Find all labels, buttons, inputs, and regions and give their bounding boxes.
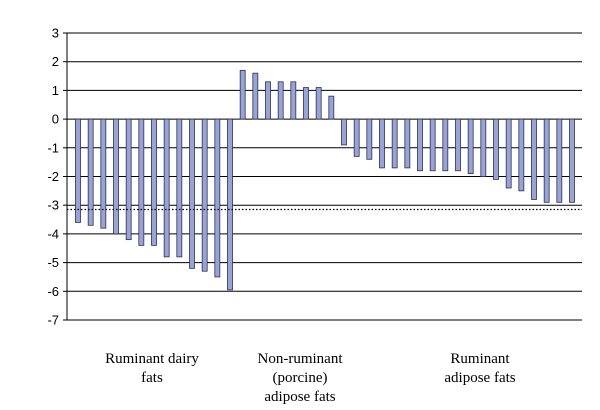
y-tick-label: 1 [52,83,59,98]
bar [163,118,170,258]
bar [404,118,411,169]
bar [556,118,563,203]
y-tick-label: 2 [52,54,59,69]
bar [125,118,132,241]
y-tick-label: -7 [47,313,59,328]
bar [87,118,94,226]
bar [467,118,474,175]
bar [227,118,233,291]
bar [493,118,499,180]
bar [151,118,157,246]
bar [315,87,322,120]
y-tick-label: -1 [47,140,59,155]
bar [290,81,297,120]
bar [391,118,398,169]
y-tick-label: 3 [52,26,59,41]
bar [455,118,461,172]
y-tick-label: 0 [52,112,59,127]
y-tick-label: -5 [47,255,59,270]
bar [518,118,525,192]
bar [417,118,423,172]
bar [569,118,575,203]
group-label-non-ruminant: Non-ruminant (porcine) adipose fats [257,351,343,405]
group-label-ruminant-dairy: Ruminant dairy fats [105,351,199,386]
bar [277,81,284,120]
bar [379,118,385,169]
y-axis-ticks: 3 2 1 0 -1 -2 -3 -4 -5 -6 -7 [47,26,67,328]
bar [176,118,183,258]
bar [265,81,271,120]
group-label-ruminant-adipose: Ruminant adipose fats [444,351,516,386]
bar [138,118,145,246]
y-tick-label: -6 [47,284,59,299]
bar [303,87,309,120]
y-tick-label: -4 [47,226,59,241]
bar [201,118,208,272]
bar [75,118,81,223]
bar [239,69,246,120]
bar [189,118,195,269]
bar [442,118,449,172]
bar [543,118,550,203]
bar [480,118,487,177]
bar [531,118,537,200]
bar [429,118,436,172]
bar [113,118,119,235]
bar [505,118,512,189]
bar [328,95,335,120]
bars [75,69,575,291]
bar [100,118,107,229]
bar [366,118,373,160]
y-tick-label: -2 [47,169,59,184]
bar [353,118,360,157]
y-tick-label: -3 [47,198,59,213]
bar [214,118,221,278]
bar [252,72,259,120]
bar [341,118,347,146]
gridlines [67,32,582,321]
